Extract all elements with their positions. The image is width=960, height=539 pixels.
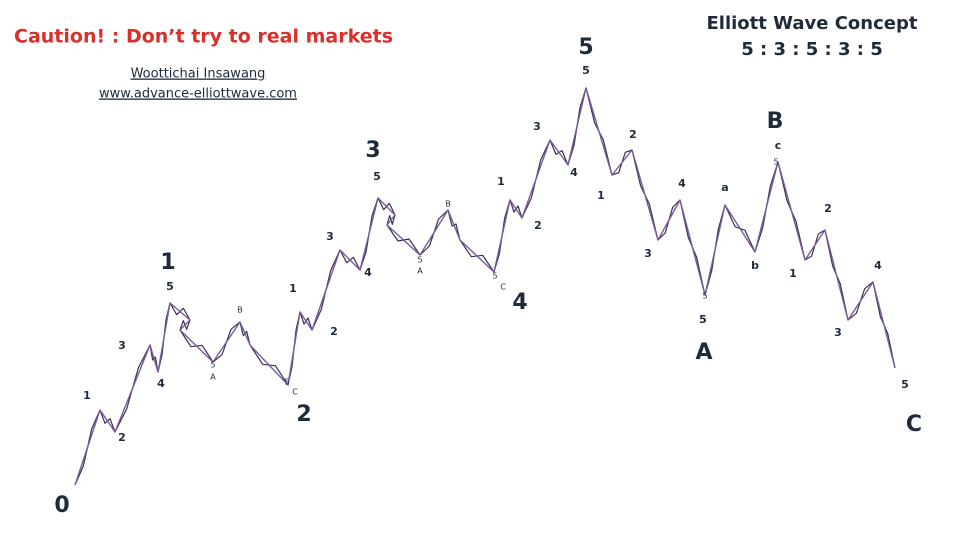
wave-label: A xyxy=(210,373,216,382)
wave-label: 4 xyxy=(874,259,882,272)
wave-label: 5 xyxy=(699,313,707,326)
wave-label: 2 xyxy=(824,202,832,215)
wave-label: 2 xyxy=(330,325,338,338)
wave-label: B xyxy=(767,109,784,134)
concept-ratio: 5 : 3 : 5 : 3 : 5 xyxy=(741,39,883,60)
wave-path xyxy=(74,87,896,486)
wave-label: A xyxy=(695,340,712,365)
wave-label: 5 xyxy=(417,256,422,265)
concept-title: Elliott Wave Concept xyxy=(707,13,918,34)
wave-label: c xyxy=(775,139,782,152)
wave-label: A xyxy=(417,267,423,276)
website: www.advance-elliottwave.com xyxy=(99,87,297,102)
wave-label: 5 xyxy=(373,170,381,183)
wave-label: 5 xyxy=(284,378,289,387)
wave-label: 5 xyxy=(166,280,174,293)
wave-label: 3 xyxy=(644,247,652,260)
wave-label: 3 xyxy=(326,230,334,243)
wave-label: 1 xyxy=(497,175,505,188)
wave-label: a xyxy=(721,181,728,194)
wave-path xyxy=(74,87,896,486)
wave-label: 4 xyxy=(678,177,686,190)
wave-label: 5 xyxy=(492,272,497,281)
wave-label: 5 xyxy=(582,64,590,77)
wave-label: 4 xyxy=(157,377,165,390)
wave-label: 1 xyxy=(83,389,91,402)
wave-label: 4 xyxy=(570,166,578,179)
author: Woottichai Insawang xyxy=(131,67,266,82)
wave-label: 5 xyxy=(702,292,707,301)
wave-label: C xyxy=(906,412,922,437)
wave-label: 5 xyxy=(773,158,778,167)
wave-label: 0 xyxy=(54,493,69,518)
wave-label: 2 xyxy=(118,431,126,444)
wave-label: 3 xyxy=(118,339,126,352)
wave-label: 1 xyxy=(789,267,797,280)
wave-label: 1 xyxy=(597,189,605,202)
wave-label: 2 xyxy=(629,128,637,141)
caution-text: Caution! : Don’t try to real markets xyxy=(14,26,393,48)
wave-label: B xyxy=(445,200,451,209)
wave-labels: 0 1 2 3 4 5 A B C 1 2 3 4 5 A B C 1 2 3 4 5 A B C 1 2 3 4 5 1 2 3 4 5 a b c 1 2… xyxy=(54,35,922,518)
wave-label: 5 xyxy=(578,35,593,60)
wave-label: 3 xyxy=(365,138,380,163)
wave-label: 3 xyxy=(834,326,842,339)
wave-label: 2 xyxy=(296,402,311,427)
wave-lines xyxy=(74,87,896,486)
wave-label: 5 xyxy=(901,378,909,391)
wave-label: C xyxy=(292,388,298,397)
wave-label: 2 xyxy=(534,219,542,232)
wave-label: 1 xyxy=(160,250,175,275)
wave-label: 4 xyxy=(364,266,372,279)
wave-label: 1 xyxy=(289,282,297,295)
wave-label: 3 xyxy=(533,120,541,133)
wave-label: C xyxy=(500,283,506,292)
wave-label: 4 xyxy=(512,290,527,315)
wave-label: b xyxy=(751,259,759,272)
wave-label: B xyxy=(237,306,243,315)
wave-label: 5 xyxy=(210,361,215,370)
